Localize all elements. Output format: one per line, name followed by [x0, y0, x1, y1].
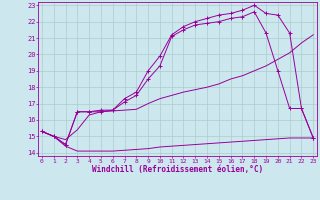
X-axis label: Windchill (Refroidissement éolien,°C): Windchill (Refroidissement éolien,°C) [92, 165, 263, 174]
